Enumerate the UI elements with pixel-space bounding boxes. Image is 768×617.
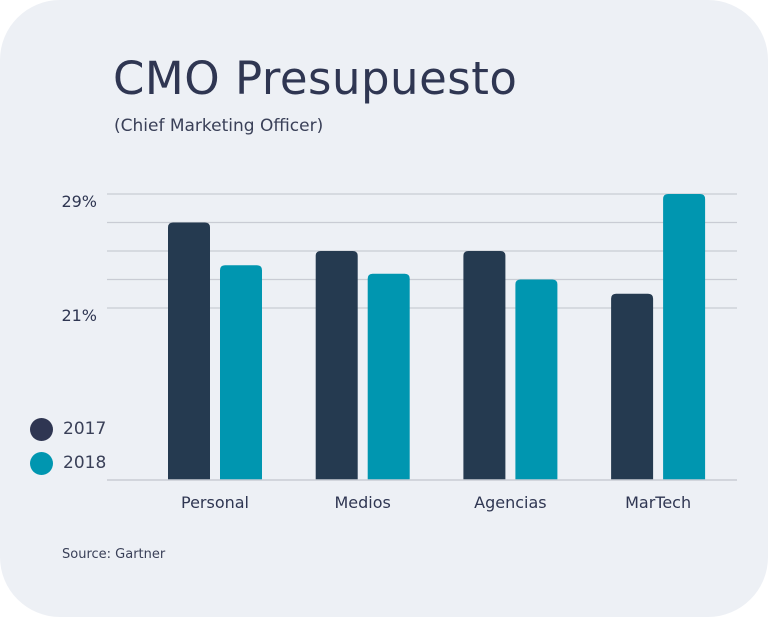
y-tick-label: 21% <box>61 306 97 325</box>
legend-label-2017: 2017 <box>63 419 107 439</box>
bar-martech-2017 <box>611 293 654 480</box>
x-axis-tick-labels: Personal Medios Agencias MarTech <box>181 493 691 512</box>
x-tick-label-personal: Personal <box>181 493 249 512</box>
x-tick-label-martech: MarTech <box>625 493 691 512</box>
bar-personal-2018 <box>220 265 262 480</box>
bar-agencias-2017 <box>463 251 506 480</box>
bar-medios-2018 <box>367 273 410 480</box>
bar-medios-2017 <box>315 251 358 480</box>
legend-item-2017: 2017 <box>30 412 106 446</box>
legend-item-2018: 2018 <box>30 446 106 480</box>
bars <box>168 194 706 480</box>
legend: 2017 2018 <box>30 412 106 480</box>
source-note: Source: Gartner <box>62 547 166 562</box>
x-tick-label-agencias: Agencias <box>474 493 546 512</box>
bar-agencias-2018 <box>515 279 558 480</box>
chart-subtitle: (Chief Marketing Officer) <box>114 116 324 136</box>
chart-title: CMO Presupuesto <box>113 52 518 105</box>
legend-swatch-2017-icon <box>30 417 53 441</box>
x-tick-label-medios: Medios <box>335 493 391 512</box>
legend-swatch-2018-icon <box>30 451 53 475</box>
legend-label-2018: 2018 <box>63 453 107 473</box>
bar-personal-2017 <box>168 222 210 480</box>
y-axis-tick-labels: 29% 21% <box>61 192 97 325</box>
y-tick-label: 29% <box>61 192 97 211</box>
bar-martech-2018 <box>663 194 706 480</box>
